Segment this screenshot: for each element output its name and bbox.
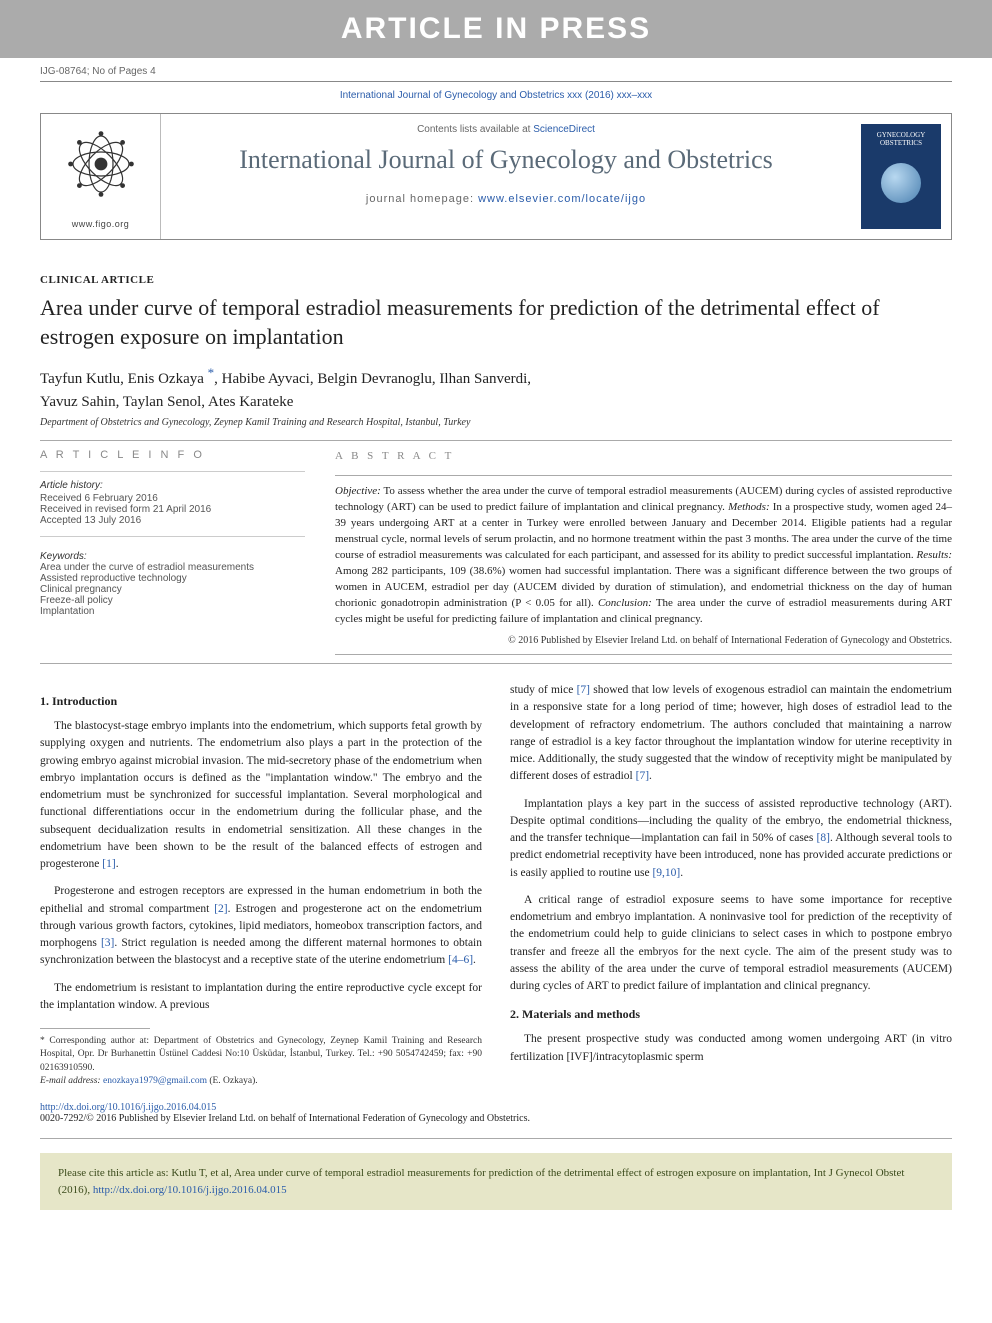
received-date: Received 6 February 2016 (40, 493, 305, 504)
doi-block: http://dx.doi.org/10.1016/j.ijgo.2016.04… (40, 1102, 952, 1124)
body-paragraph: Progesterone and estrogen receptors are … (40, 883, 482, 969)
figo-url[interactable]: www.figo.org (72, 219, 130, 229)
abstract-methods-label: Methods: (728, 501, 770, 513)
homepage-line: journal homepage: www.elsevier.com/locat… (175, 193, 837, 205)
article-type-label: CLINICAL ARTICLE (40, 274, 952, 286)
footnote-separator (40, 1028, 150, 1029)
article-info-head: A R T I C L E I N F O (40, 449, 305, 461)
keyword: Assisted reproductive technology (40, 573, 305, 584)
body-paragraph: The endometrium is resistant to implanta… (40, 980, 482, 1015)
abstract-results-label: Results: (917, 549, 952, 561)
body-paragraph: The blastocyst-stage embryo implants int… (40, 718, 482, 873)
abstract-box: A B S T R A C T Objective: To assess whe… (335, 449, 952, 655)
masthead-cover-box: GYNECOLOGYOBSTETRICS (851, 114, 951, 239)
body-columns: 1. Introduction The blastocyst-stage emb… (40, 682, 952, 1088)
reference-link[interactable]: [9,10] (652, 867, 680, 879)
article-history-head: Article history: (40, 480, 305, 491)
authors-line-1: Tayfun Kutlu, Enis Ozkaya *, Habibe Ayva… (40, 365, 952, 388)
section-heading-intro: 1. Introduction (40, 692, 482, 710)
reference-link[interactable]: [3] (101, 937, 114, 949)
section-heading-methods: 2. Materials and methods (510, 1005, 952, 1023)
citation-doi-link[interactable]: http://dx.doi.org/10.1016/j.ijgo.2016.04… (93, 1184, 287, 1196)
keyword: Clinical pregnancy (40, 584, 305, 595)
divider (40, 536, 305, 537)
column-right: study of mice [7] showed that low levels… (510, 682, 952, 1088)
revised-date: Received in revised form 21 April 2016 (40, 504, 305, 515)
contents-prefix: Contents lists available at (417, 124, 533, 135)
affiliation: Department of Obstetrics and Gynecology,… (40, 417, 952, 428)
masthead: www.figo.org Contents lists available at… (40, 113, 952, 240)
cover-globe-icon (881, 163, 921, 203)
divider (335, 654, 952, 655)
abstract-head: A B S T R A C T (335, 449, 952, 465)
article-in-press-banner: ARTICLE IN PRESS (0, 0, 992, 58)
citation-box: Please cite this article as: Kutlu T, et… (40, 1153, 952, 1210)
body-paragraph: study of mice [7] showed that low levels… (510, 682, 952, 786)
reference-link[interactable]: [2] (214, 903, 227, 915)
reference-link[interactable]: [7] (577, 684, 590, 696)
body-paragraph: A critical range of estradiol exposure s… (510, 892, 952, 996)
masthead-logo-box: www.figo.org (41, 114, 161, 239)
divider (40, 471, 305, 472)
journal-cover-thumbnail: GYNECOLOGYOBSTETRICS (861, 124, 941, 229)
divider (40, 440, 952, 441)
accepted-date: Accepted 13 July 2016 (40, 515, 305, 526)
body-paragraph: The present prospective study was conduc… (510, 1031, 952, 1066)
doi-link[interactable]: http://dx.doi.org/10.1016/j.ijgo.2016.04… (40, 1102, 216, 1113)
issn-copyright-line: 0020-7292/© 2016 Published by Elsevier I… (40, 1113, 530, 1124)
divider (335, 475, 952, 476)
corresponding-author-footnote: * Corresponding author at: Department of… (40, 1035, 482, 1075)
divider (40, 663, 952, 664)
masthead-center: Contents lists available at ScienceDirec… (161, 114, 851, 239)
figo-logo-icon (61, 124, 141, 204)
contents-lists-line: Contents lists available at ScienceDirec… (175, 124, 837, 135)
article-title: Area under curve of temporal estradiol m… (40, 294, 952, 351)
column-left: 1. Introduction The blastocyst-stage emb… (40, 682, 482, 1088)
keyword: Area under the curve of estradiol measur… (40, 562, 305, 573)
divider (40, 1138, 952, 1139)
body-paragraph: Implantation plays a key part in the suc… (510, 796, 952, 882)
journal-citation-line: International Journal of Gynecology and … (0, 82, 992, 113)
authors-line-2: Yavuz Sahin, Taylan Senol, Ates Karateke (40, 394, 952, 411)
homepage-link[interactable]: www.elsevier.com/locate/ijgo (478, 193, 646, 205)
keyword: Freeze-all policy (40, 595, 305, 606)
keyword: Implantation (40, 606, 305, 617)
abstract-conclusion-label: Conclusion: (598, 597, 652, 609)
reference-link[interactable]: [7] (636, 770, 649, 782)
document-id: IJG-08764; No of Pages 4 (0, 58, 992, 81)
reference-link[interactable]: [1] (102, 858, 115, 870)
sciencedirect-link[interactable]: ScienceDirect (533, 124, 595, 135)
email-link[interactable]: enozkaya1979@gmail.com (103, 1076, 207, 1086)
reference-link[interactable]: [4–6] (448, 954, 473, 966)
reference-link[interactable]: [8] (817, 832, 830, 844)
keywords-head: Keywords: (40, 551, 305, 562)
email-footnote: E-mail address: enozkaya1979@gmail.com (… (40, 1075, 482, 1088)
abstract-copyright: © 2016 Published by Elsevier Ireland Ltd… (335, 634, 952, 649)
journal-name: International Journal of Gynecology and … (175, 145, 837, 175)
article-info-box: A R T I C L E I N F O Article history: R… (40, 449, 305, 655)
homepage-prefix: journal homepage: (366, 193, 478, 205)
abstract-objective-label: Objective: (335, 485, 381, 497)
